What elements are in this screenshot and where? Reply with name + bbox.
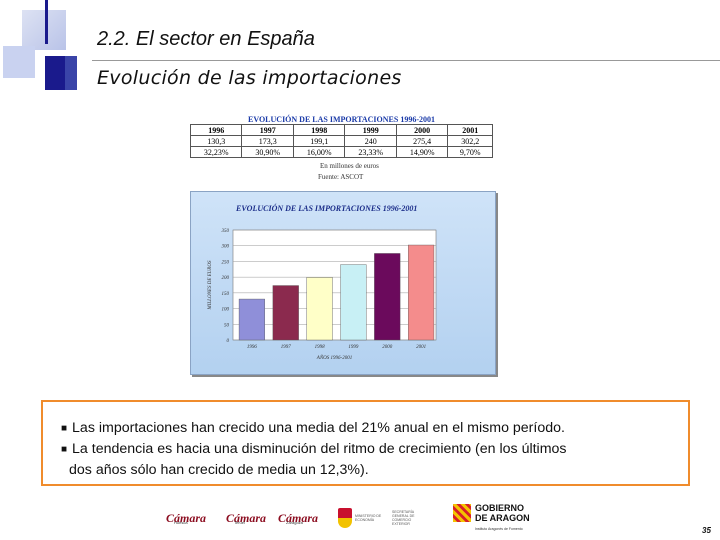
header-decoration-bar [45,0,48,44]
table-cell: 275,4 [395,135,449,147]
bar [306,277,333,341]
table-cell: 130,3 [189,135,243,147]
gobierno-sub-text: Instituto Aragonés de Fomento [475,527,523,531]
y-tick-label: 50 [224,323,230,328]
y-tick-label: 100 [222,308,230,313]
table-units-note: En millones de euros [320,162,379,170]
imports-table-image: EVOLUCIÓN DE LAS IMPORTACIONES 1996-2001… [189,115,493,187]
table-cell: 240 [344,135,397,147]
bar [340,264,367,341]
table-cell: 1998 [292,124,346,136]
y-tick-label: 200 [222,276,230,281]
camara-logo-sub: Huesca [174,520,188,525]
imports-table: 1996 1997 1998 1999 2000 2001 130,3 173,… [189,124,493,158]
secretaria-text: SECRETARÍA GENERAL DE COMERCIO EXTERIOR [392,509,415,526]
chart-plot: 0 50 100 150 200 250 300 350 1996 1997 1998 1999 200… [208,229,437,361]
bar [272,285,299,341]
y-tick-label: 300 [222,245,230,250]
chart-title: EVOLUCIÓN DE LAS IMPORTACIONES 1996-2001 [236,204,418,213]
gobierno-text: GOBIERNO [475,503,525,513]
x-tick-label: 1998 [315,345,326,350]
header-decoration-block [3,46,35,78]
header-decoration-block [65,56,77,90]
table-cell: 2000 [395,124,449,136]
aragon-flag-icon [453,504,471,522]
bar [408,244,435,341]
header-decoration-block [22,10,66,50]
plot-area [232,229,437,341]
x-tick-label: 1999 [348,345,359,350]
bullet-text: La tendencia es hacia una disminución de… [72,441,567,457]
y-tick-label: 250 [222,260,230,265]
x-axis-label: AÑOS 1996-2001 [316,355,352,361]
table-cell: 30,90% [241,146,294,158]
camara-logo-text: Cámara [226,510,267,525]
table-row-growth: 32,23% 30,90% 16,00% 23,33% 14,90% 9,70% [189,146,493,158]
x-tick-label: 2000 [382,345,393,350]
table-row-years: 1996 1997 1998 1999 2000 2001 [189,124,493,136]
camara-logo-sub: Zaragoza [286,520,303,525]
section-title: 2.2. El sector en España [97,28,315,50]
y-tick-label: 350 [222,229,230,234]
summary-textbox: ■ Las importaciones han crecido una media… [41,400,690,486]
table-cell: 23,33% [344,146,397,158]
aragon-text: DE ARAGON [475,513,530,523]
bar [238,298,265,341]
x-tick-label: 2001 [416,345,426,350]
gobierno-aragon-logo: GOBIERNO DE ARAGON Instituto Aragonés de… [453,503,530,531]
table-cell: 14,90% [395,146,449,158]
title-divider [92,60,720,61]
ministerio-text: MINISTERIO DE ECONOMÍA [355,513,382,522]
table-cell: 16,00% [292,146,346,158]
table-row-values: 130,3 173,3 199,1 240 275,4 302,2 [189,135,493,147]
camara-zaragoza-logo: Cámara Zaragoza [278,505,318,531]
bullet-continuation: dos años sólo han crecido de media un 12… [69,462,369,478]
camara-teruel-logo: Cámara Teruel [226,505,266,531]
imports-chart: EVOLUCIÓN DE LAS IMPORTACIONES 1996-2001… [190,191,496,375]
table-cell: 32,23% [189,146,243,158]
camara-logo-sub: Teruel [234,520,245,525]
y-axis-label: MILLONES DE EUROS [208,260,213,310]
ministerio-logo: MINISTERIO DE ECONOMÍA SECRETARÍA GENERA… [338,505,448,530]
table-cell: 1996 [189,124,243,136]
x-tick-label: 1996 [247,345,258,350]
bar [374,253,401,341]
y-tick-label: 0 [227,339,230,344]
table-cell: 302,2 [447,135,493,147]
table-cell: 1999 [344,124,397,136]
bullet-icon: ■ [61,423,68,434]
bullet-icon: ■ [61,444,68,455]
camara-huesca-logo: Cámara Huesca [166,505,206,531]
table-cell: 199,1 [292,135,346,147]
table-cell: 1997 [241,124,294,136]
slide-subtitle: Evolución de las importaciones [97,67,402,89]
camara-logo-text: Cámara [278,510,319,525]
table-cell: 173,3 [241,135,294,147]
coat-of-arms-icon [338,507,352,528]
table-source-note: Fuente: ASCOT [318,173,364,181]
table-cell: 2001 [447,124,493,136]
y-tick-label: 150 [222,292,230,297]
table-cell: 9,70% [447,146,493,158]
table-title: EVOLUCIÓN DE LAS IMPORTACIONES 1996-2001 [248,115,435,124]
bullet-item: ■ Las importaciones han crecido una media… [61,418,672,439]
bullet-text: Las importaciones han crecido una media … [72,420,565,436]
camara-logo-text: Cámara [166,510,207,525]
bullet-item: ■ La tendencia es hacia una disminución d… [61,439,672,460]
page-number: 35 [702,526,711,535]
x-tick-label: 1997 [281,345,292,350]
